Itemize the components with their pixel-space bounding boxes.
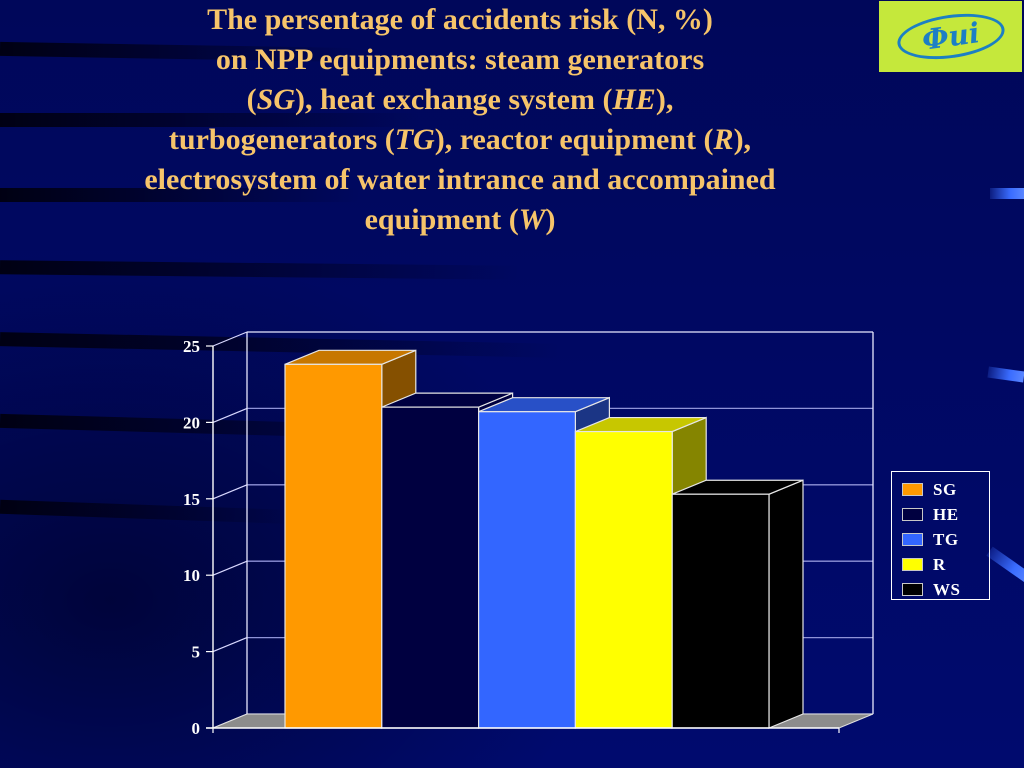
title-line: on NPP equipments: steam generators [60,40,860,80]
bar-he [381,406,480,729]
title-line: equipment (W) [60,200,860,240]
title-line: electrosystem of water intrance and acco… [60,160,860,200]
title-line: (SG), heat exchange system (HE), [60,80,860,120]
bar-r [574,430,673,729]
legend-label: WS [933,579,961,599]
title-segment: W [518,203,546,236]
title-segment: ), [733,123,752,156]
legend-item-he: HE [902,502,989,527]
y-tick-label: 5 [192,643,201,662]
legend-item-r: R [902,552,989,577]
bar-ws [671,493,770,729]
y-tick-label: 15 [183,490,200,509]
legend-swatch [902,508,923,521]
title-segment: TG [394,123,435,156]
gridline-side [212,407,248,423]
slide-title: The persentage of accidents risk (N, %) o… [60,0,860,240]
legend-item-tg: TG [902,527,989,552]
title-segment: on NPP equipments: steam generators [215,43,705,76]
title-segment: ), heat exchange system ( [295,83,613,116]
legend-swatch [902,483,923,496]
legend-item-ws: WS [902,577,989,602]
decorative-accent [990,188,1024,199]
title-segment: equipment ( [364,203,519,236]
bar-side-ws [768,479,804,729]
y-tick-label: 0 [192,719,201,738]
title-segment: The persentage of accidents risk (N, %) [207,3,713,36]
title-line: turbogenerators (TG), reactor equipment … [60,120,860,160]
title-segment: electrosystem of water intrance and acco… [144,163,776,196]
gridline-side [212,560,248,576]
y-tick-label: 10 [183,566,200,585]
y-tick-label: 20 [183,413,200,432]
title-segment: HE [612,83,656,116]
legend-swatch [902,533,923,546]
title-segment: ) [545,203,556,236]
background-stripe [0,188,360,202]
legend-swatch [902,583,923,596]
title-segment: SG [256,83,296,116]
institution-logo: Фиі [879,1,1022,72]
title-segment: ( [246,83,257,116]
title-segment: ), [655,83,674,116]
gridline-side [212,637,248,653]
title-segment: R [713,123,734,156]
legend-label: TG [933,529,959,549]
legend-swatch [902,558,923,571]
title-line: The persentage of accidents risk (N, %) [60,0,860,40]
legend-label: SG [933,479,957,499]
background-stripe [0,113,420,127]
chart-legend: SG HE TG R WS [891,471,990,600]
legend-label: HE [933,504,959,524]
title-segment: ), reactor equipment ( [434,123,714,156]
y-tick-label: 25 [183,337,200,356]
title-segment: turbogenerators ( [168,123,395,156]
bar-sg [284,363,383,729]
gridline-side [212,484,248,500]
legend-item-sg: SG [902,477,989,502]
legend-label: R [933,554,946,574]
bar-tg [478,411,577,729]
gridline-side [212,331,248,347]
